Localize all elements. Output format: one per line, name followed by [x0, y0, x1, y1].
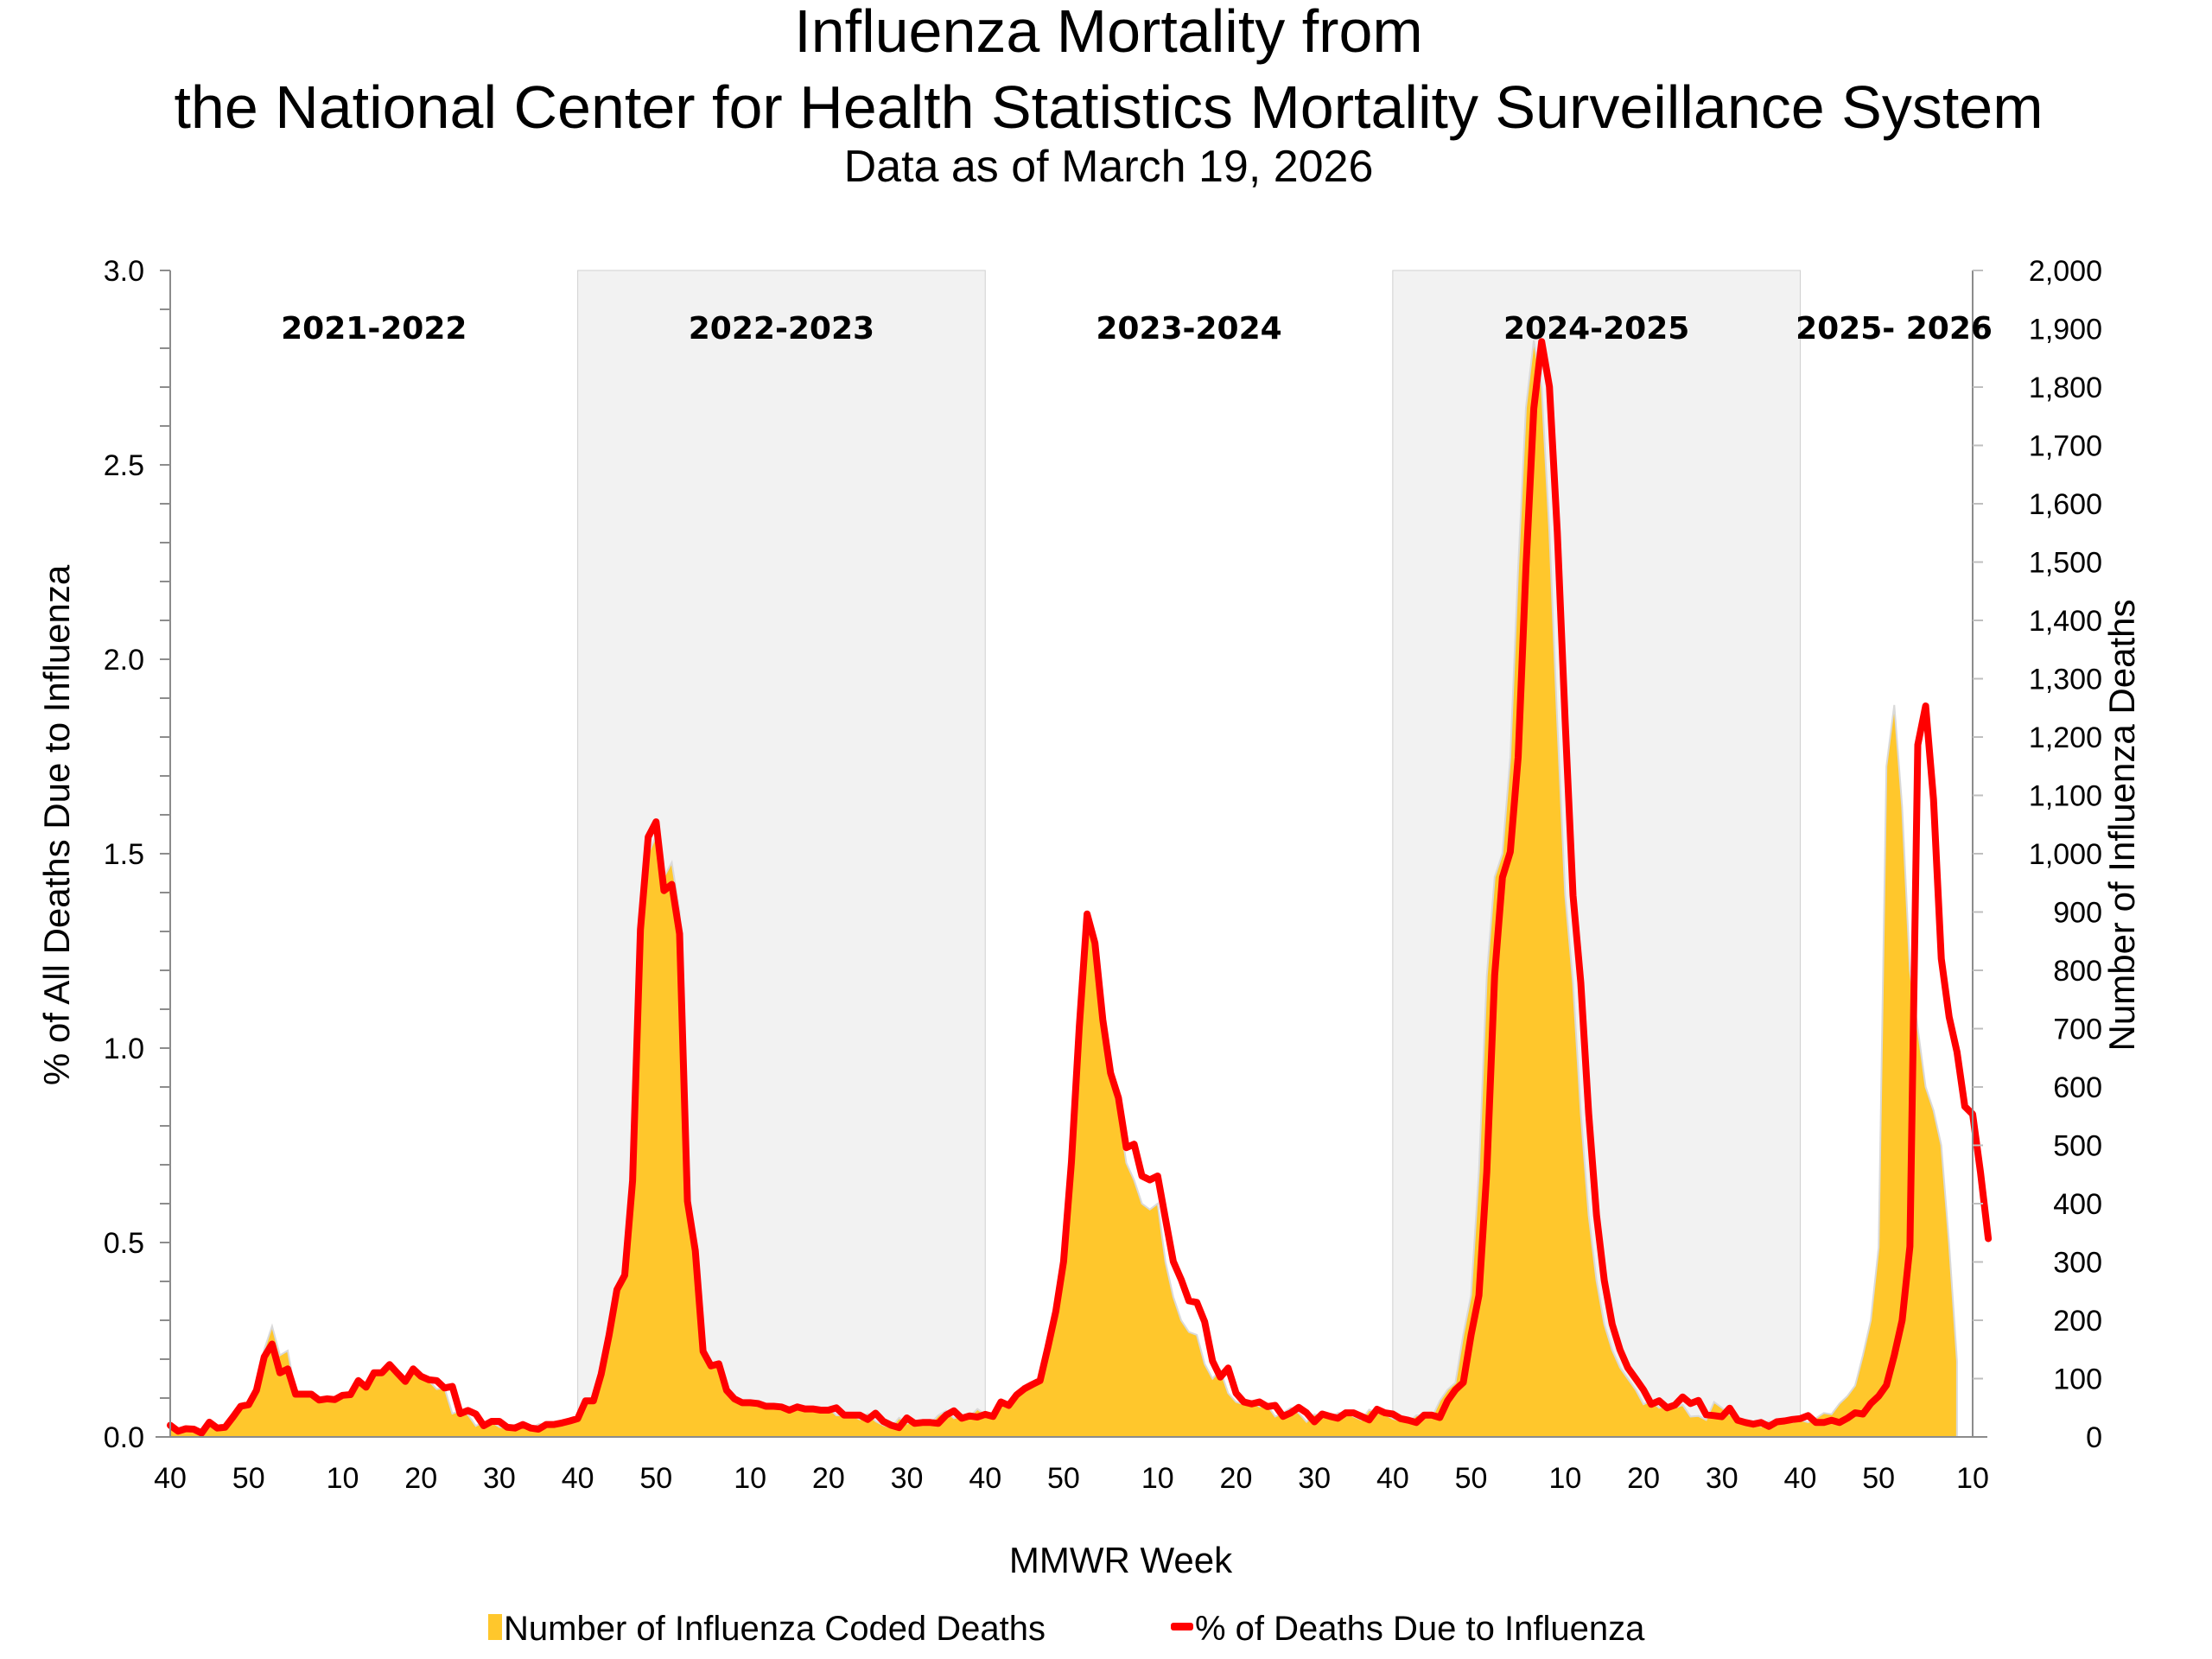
x-tick-label: 50 [232, 1462, 265, 1495]
right-axis-title: Number of Influenza Deaths [2101, 600, 2142, 1052]
x-tick-label: 20 [812, 1462, 845, 1495]
legend-swatch-deaths [488, 1614, 502, 1640]
right-tick-label: 600 [2053, 1071, 2102, 1104]
legend: Number of Influenza Coded Deaths % of De… [488, 1610, 1645, 1648]
right-tick-label: 1,300 [2029, 664, 2102, 696]
legend-swatch-percent [1171, 1623, 1193, 1630]
x-tick-label: 50 [639, 1462, 672, 1495]
chart-subtitle: Data as of March 19, 2026 [844, 142, 1374, 192]
right-tick-label: 900 [2053, 897, 2102, 930]
right-tick-label: 2,000 [2029, 255, 2102, 288]
x-tick-label: 30 [1298, 1462, 1331, 1495]
x-tick-label: 40 [562, 1462, 594, 1495]
season-label: 2021-2022 [281, 311, 467, 346]
right-tick-label: 400 [2053, 1188, 2102, 1221]
x-tick-label: 30 [891, 1462, 924, 1495]
x-tick-label: 50 [1047, 1462, 1080, 1495]
x-tick-label: 20 [1220, 1462, 1253, 1495]
left-tick-label: 2.0 [104, 644, 144, 677]
x-tick-label: 40 [1376, 1462, 1409, 1495]
left-axis-title: % of All Deaths Due to Influenza [36, 564, 77, 1085]
right-tick-label: 0 [2086, 1421, 2102, 1454]
left-tick-label: 3.0 [104, 255, 144, 288]
right-tick-label: 1,600 [2029, 488, 2102, 521]
right-tick-label: 700 [2053, 1014, 2102, 1046]
legend-label-percent: % of Deaths Due to Influenza [1195, 1610, 1645, 1648]
right-tick-label: 1,400 [2029, 605, 2102, 638]
season-label: 2023-2024 [1096, 311, 1281, 346]
season-shading [577, 270, 1801, 1438]
legend-label-deaths: Number of Influenza Coded Deaths [504, 1610, 1046, 1648]
season-label: 2024-2025 [1503, 311, 1689, 346]
left-tick-label: 1.5 [104, 838, 144, 871]
right-tick-label: 100 [2053, 1363, 2102, 1396]
x-tick-label: 50 [1455, 1462, 1488, 1495]
season-label: 2025- 2026 [1796, 311, 1993, 346]
percent-line [167, 338, 1993, 1437]
x-tick-label: 40 [1784, 1462, 1817, 1495]
x-tick-label: 40 [969, 1462, 1001, 1495]
x-axis-ticks: 40 50 10 20 30 40 50 10 20 30 40 50 10 20 30 40 50 10 20 30… [154, 1462, 1989, 1495]
right-tick-label: 1,700 [2029, 430, 2102, 463]
right-tick-label: 1,200 [2029, 721, 2102, 754]
left-axis: 0.0 0.5 1.0 1.5 2.0 2.5 3.0 [104, 255, 171, 1454]
chart-title-line2: the National Center for Health Statistic… [174, 73, 2043, 141]
x-tick-label: 10 [1141, 1462, 1174, 1495]
right-axis: 0 100 200 300 400 500 600 700 800 900 1,000 1,100 1,… [1972, 255, 2102, 1454]
x-tick-label: 40 [154, 1462, 187, 1495]
right-tick-label: 1,500 [2029, 547, 2102, 580]
left-tick-label: 0.0 [104, 1421, 144, 1454]
chart-title: Influenza Mortality from [794, 0, 1422, 65]
right-axis-ticks: 0 100 200 300 400 500 600 700 800 900 1,000 1,100 1,… [1973, 255, 2102, 1454]
left-tick-label: 0.5 [104, 1227, 144, 1260]
right-tick-label: 1,800 [2029, 372, 2102, 404]
season-labels: 2021-2022 2022-2023 2023-2024 2024-2025 2025… [281, 311, 1993, 346]
x-tick-label: 10 [734, 1462, 766, 1495]
x-axis-title: MMWR Week [1009, 1540, 1233, 1580]
x-tick-label: 10 [1548, 1462, 1581, 1495]
x-tick-label: 20 [1627, 1462, 1660, 1495]
right-tick-label: 200 [2053, 1305, 2102, 1338]
season-shade [1392, 270, 1801, 1438]
season-label: 2022-2023 [689, 311, 874, 346]
right-tick-label: 300 [2053, 1247, 2102, 1280]
x-tick-label: 10 [327, 1462, 359, 1495]
right-tick-label: 800 [2053, 955, 2102, 988]
right-tick-label: 500 [2053, 1130, 2102, 1163]
x-tick-label: 30 [1706, 1462, 1738, 1495]
right-tick-label: 1,900 [2029, 314, 2102, 346]
x-tick-label: 50 [1862, 1462, 1895, 1495]
right-tick-label: 1,100 [2029, 780, 2102, 813]
x-tick-label: 10 [1956, 1462, 1989, 1495]
x-tick-label: 20 [404, 1462, 437, 1495]
left-tick-label: 2.5 [104, 449, 144, 482]
left-axis-ticks: 0.0 0.5 1.0 1.5 2.0 2.5 3.0 [104, 255, 170, 1454]
x-tick-label: 30 [483, 1462, 516, 1495]
left-tick-label: 1.0 [104, 1033, 144, 1065]
right-tick-label: 1,000 [2029, 838, 2102, 871]
